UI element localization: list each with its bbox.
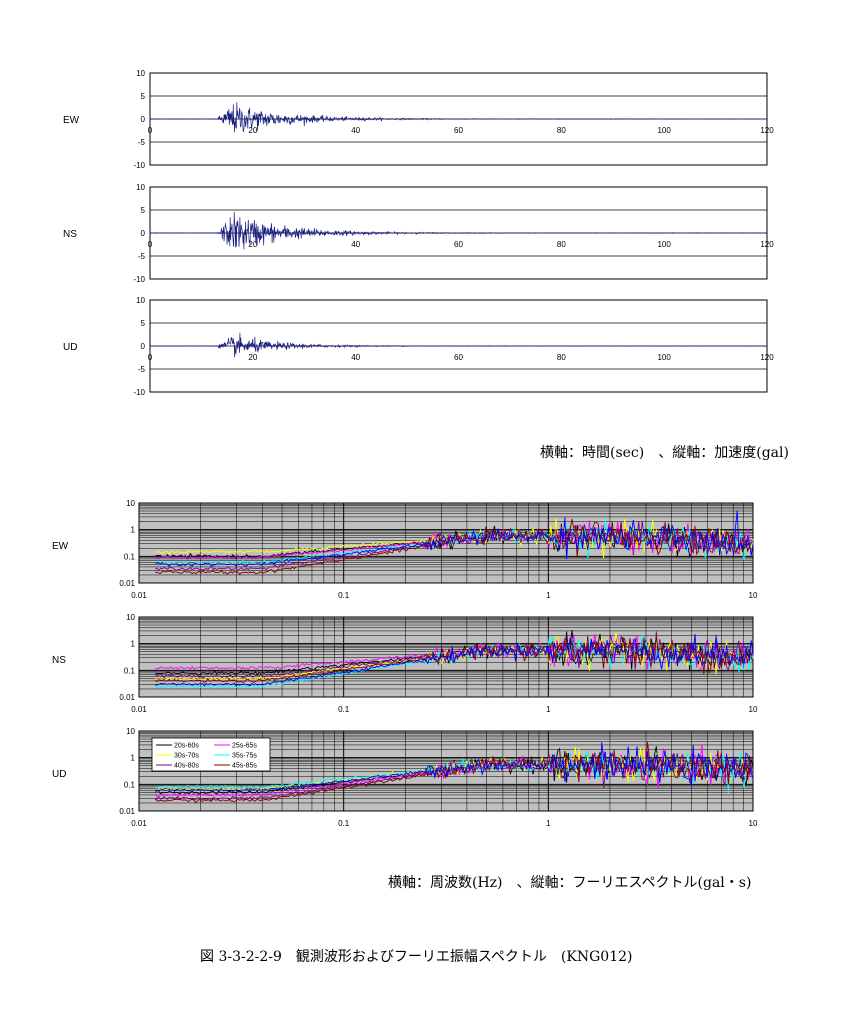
legend-entry: 20s-60s xyxy=(174,743,199,750)
y-tick-label: 10 xyxy=(136,69,145,78)
y-tick-label: 1 xyxy=(131,526,136,535)
y-tick-label: 10 xyxy=(126,499,135,508)
waveform-series-line xyxy=(149,102,768,133)
x-tick-label: 0 xyxy=(148,353,153,362)
spectrum-panel-ew: 10 1 0.1 0.01 0.01 0.1 1 10 EW xyxy=(52,499,758,600)
y-tick-label: 10 xyxy=(126,727,135,736)
y-tick-label: 1 xyxy=(131,640,136,649)
y-tick-label: 0.1 xyxy=(124,780,136,789)
x-tick-label: 40 xyxy=(351,126,360,135)
component-label: UD xyxy=(63,342,77,353)
y-tick-label: 0.1 xyxy=(124,666,136,675)
legend-entry: 35s-75s xyxy=(232,753,257,760)
component-label: EW xyxy=(52,541,69,552)
x-tick-label: 60 xyxy=(454,126,463,135)
x-tick-label: 20 xyxy=(248,240,257,249)
spectrum-panel-ud: 10 1 0.1 0.01 0.01 0.1 1 10 UD 20s-60s 25s-65s 30s-… xyxy=(52,727,758,828)
x-tick-label: 1 xyxy=(546,591,551,600)
spectrum-panel-ns: 10 1 0.1 0.01 0.01 0.1 1 10 NS xyxy=(52,613,758,714)
y-tick-label: 5 xyxy=(141,319,146,328)
x-tick-label: 10 xyxy=(749,819,758,828)
x-tick-label: 120 xyxy=(760,240,774,249)
y-tick-label: 0 xyxy=(141,342,146,351)
x-tick-label: 1 xyxy=(546,819,551,828)
y-tick-label: -10 xyxy=(133,388,145,397)
x-tick-label: 60 xyxy=(454,240,463,249)
spectrum-series-line-7 xyxy=(155,742,754,793)
y-tick-label: -5 xyxy=(138,138,146,147)
y-tick-label: 1 xyxy=(131,754,136,763)
component-label: EW xyxy=(63,115,80,126)
spectrum-series-line-7 xyxy=(154,510,754,567)
time-axes-caption: 横軸：時間(sec) 、縦軸：加速度(gal) xyxy=(540,445,789,461)
y-tick-label: 0.1 xyxy=(124,552,136,561)
y-tick-label: 10 xyxy=(136,183,145,192)
waveform-series-line xyxy=(150,332,768,358)
component-label: NS xyxy=(52,655,66,666)
x-tick-label: 0.01 xyxy=(131,819,147,828)
x-tick-label: 100 xyxy=(657,353,671,362)
legend-entry: 45s-85s xyxy=(232,763,257,770)
y-tick-label: 5 xyxy=(141,206,146,215)
y-tick-label: -5 xyxy=(138,252,146,261)
legend-entry: 30s-70s xyxy=(174,753,199,760)
spectrum-series-line-6 xyxy=(154,636,754,684)
x-tick-label: 60 xyxy=(454,353,463,362)
y-tick-label: 0.01 xyxy=(119,693,135,702)
y-tick-label: -10 xyxy=(133,161,145,170)
x-tick-label: 100 xyxy=(657,126,671,135)
x-tick-label: 0.01 xyxy=(131,705,147,714)
x-tick-label: 80 xyxy=(557,240,566,249)
x-tick-label: 0.01 xyxy=(131,591,147,600)
x-tick-label: 0.1 xyxy=(338,819,350,828)
component-label: NS xyxy=(63,229,77,240)
y-tick-label: 10 xyxy=(136,296,145,305)
y-tick-label: 0 xyxy=(141,229,146,238)
freq-axes-caption: 横軸：周波数(Hz) 、縦軸：フーリエスペクトル(gal・s) xyxy=(388,875,752,891)
spectrum-series-line-7 xyxy=(155,633,754,687)
x-tick-label: 120 xyxy=(760,126,774,135)
y-tick-label: 0.01 xyxy=(119,807,135,816)
legend: 20s-60s 25s-65s 30s-70s 35s-75s 40s-80s 45s-8… xyxy=(151,737,271,772)
x-tick-label: 10 xyxy=(749,705,758,714)
x-tick-label: 20 xyxy=(248,353,257,362)
y-tick-label: -5 xyxy=(138,365,146,374)
y-tick-label: -10 xyxy=(133,275,145,284)
x-tick-label: 80 xyxy=(557,126,566,135)
x-tick-label: 0 xyxy=(148,240,153,249)
x-tick-label: 1 xyxy=(546,705,551,714)
legend-entry: 40s-80s xyxy=(174,763,199,770)
x-tick-label: 0.1 xyxy=(338,705,350,714)
x-tick-label: 0.1 xyxy=(338,591,350,600)
x-tick-label: 120 xyxy=(760,353,774,362)
y-tick-label: 5 xyxy=(141,92,146,101)
y-tick-label: 0.01 xyxy=(119,579,135,588)
waveform-series-line xyxy=(149,211,768,250)
x-tick-label: 40 xyxy=(351,240,360,249)
x-tick-label: 100 xyxy=(657,240,671,249)
figure-title: 図 3-3-2-2-9 観測波形およびフーリエ振幅スペクトル (KNG012) xyxy=(200,949,633,965)
legend-entry: 25s-65s xyxy=(232,743,257,750)
component-label: UD xyxy=(52,769,66,780)
y-tick-label: 10 xyxy=(126,613,135,622)
x-tick-label: 0 xyxy=(148,126,153,135)
x-tick-label: 80 xyxy=(557,353,566,362)
x-tick-label: 10 xyxy=(749,591,758,600)
y-tick-label: 0 xyxy=(141,115,146,124)
x-tick-label: 40 xyxy=(351,353,360,362)
x-tick-label: 20 xyxy=(248,126,257,135)
